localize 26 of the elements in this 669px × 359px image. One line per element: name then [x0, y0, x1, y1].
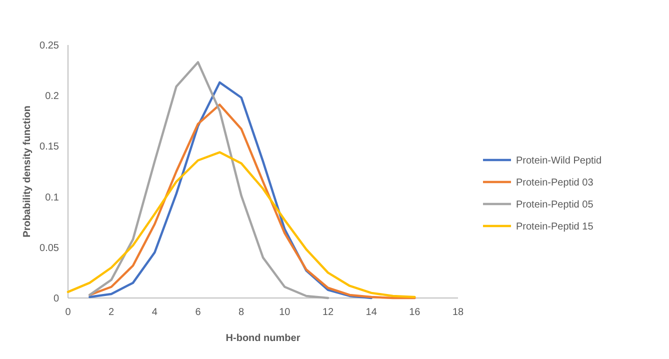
y-tick-label: 0.2 [45, 91, 60, 102]
y-tick-label: 0.05 [40, 242, 60, 254]
y-axis-title: Probability density function [22, 106, 33, 238]
y-tick-label: 0 [53, 294, 60, 304]
legend-label: Protein-Peptid 03 [516, 178, 594, 188]
x-tick-label: 18 [452, 307, 464, 318]
x-tick-label: 12 [322, 307, 334, 318]
y-tick-label: 0.25 [40, 40, 60, 52]
x-tick-label: 8 [238, 307, 245, 318]
x-tick-label: 0 [65, 307, 72, 318]
x-tick-label: 16 [409, 307, 421, 318]
x-tick-label: 6 [195, 307, 202, 318]
y-tick-label: 0.1 [45, 192, 60, 204]
x-tick-label: 10 [279, 307, 291, 318]
x-axis-title: H-bond number [226, 333, 300, 344]
line-series [88, 61, 330, 300]
x-tick-label: 2 [108, 307, 115, 318]
legend-label: Protein-Wild Peptid [516, 156, 602, 166]
line-series [88, 81, 372, 300]
legend-label: Protein-Peptid 15 [516, 222, 594, 232]
legend-label: Protein-Peptid 05 [516, 200, 594, 210]
line-series [66, 151, 416, 298]
x-tick-label: 4 [152, 307, 158, 318]
y-tick-label: 0.15 [40, 142, 60, 153]
line-series [88, 104, 416, 300]
x-tick-label: 14 [366, 307, 378, 318]
